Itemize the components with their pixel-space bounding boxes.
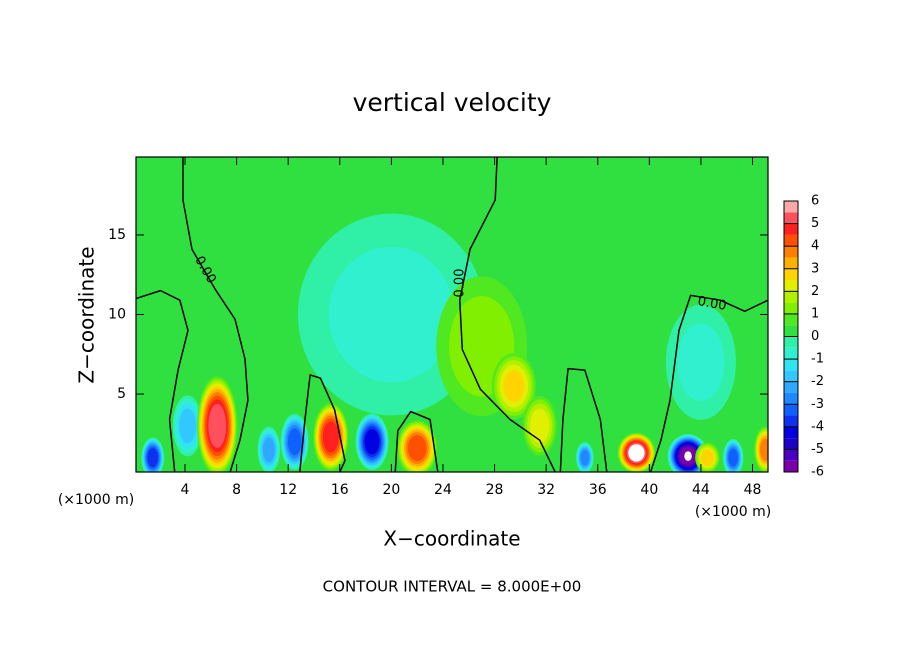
colorbar-band [784, 291, 798, 303]
y-tick-label: 5 [117, 386, 126, 402]
colorbar-tick-label: -6 [811, 465, 824, 480]
x-tick-label: 24 [434, 482, 452, 498]
feature-core [684, 451, 692, 461]
x-tick-label: 20 [382, 482, 400, 498]
x-axis-label: X−coordinate [383, 527, 520, 551]
colorbar-tick-label: -5 [811, 442, 824, 457]
x-tick-label: 4 [181, 482, 190, 498]
feature [580, 449, 590, 466]
colorbar-tick-label: 1 [811, 306, 819, 321]
chart-title: vertical velocity [353, 88, 552, 117]
footer: CONTOUR INTERVAL = 8.000E+00 [323, 578, 582, 596]
colorbar-band [784, 234, 798, 247]
colorbar-tick-label: -3 [811, 397, 824, 412]
colorbar-tick-label: 5 [811, 216, 819, 231]
colorbar-band [784, 415, 798, 427]
colorbar-band [784, 404, 798, 416]
feature [700, 449, 714, 466]
contour-line [649, 294, 768, 472]
x-tick-label: 36 [589, 482, 607, 498]
x-tick-label: 16 [331, 482, 349, 498]
colorbar-band [784, 257, 798, 269]
colorbar-tick-label: 6 [811, 194, 819, 209]
x-tick-label: 28 [486, 482, 504, 498]
colorbar-band [784, 392, 798, 405]
colorbar-band [784, 313, 798, 326]
contour-line [136, 289, 189, 472]
colorbar-band [784, 449, 798, 461]
colorbar-band [784, 201, 798, 213]
feature [208, 403, 227, 448]
colorbar-band [784, 359, 798, 371]
contour-line [182, 157, 249, 472]
feature [262, 437, 275, 463]
colorbar-band [784, 246, 798, 258]
feature [322, 421, 339, 453]
feature [759, 438, 768, 461]
colorbar-tick-label: 4 [811, 239, 819, 254]
colorbar-tick-label: 2 [811, 284, 819, 299]
x-unit-label: (×1000 m) [695, 504, 771, 520]
colorbar-band [784, 325, 798, 337]
colorbar-band [784, 302, 798, 314]
colorbar-band [784, 336, 798, 348]
x-tick-label: 32 [537, 482, 555, 498]
y-tick-label: 10 [108, 307, 126, 323]
contour-label: 0.00 [453, 269, 468, 298]
colorbar-band [784, 212, 798, 224]
colorbar-band [784, 347, 798, 360]
contour-label: 0.00 [696, 294, 727, 314]
x-unit-label: (×1000 m) [58, 492, 134, 508]
feature [287, 428, 302, 456]
colorbar-band [784, 381, 798, 393]
colorbar-band [784, 370, 798, 382]
feature [529, 408, 550, 444]
contour-line [458, 157, 556, 472]
field: 0.00 0.000.00 [136, 157, 768, 472]
colorbar-band [784, 223, 798, 235]
colorbar-band [784, 438, 798, 450]
x-tick-label: 40 [640, 482, 658, 498]
colorbar-band [784, 460, 798, 472]
colorbar-tick-label: 3 [811, 261, 819, 276]
feature [179, 408, 197, 444]
feature [503, 370, 525, 402]
contour-line [559, 367, 608, 472]
feature [677, 323, 725, 401]
feature [364, 429, 380, 455]
colorbar-tick-label: -2 [811, 374, 824, 389]
y-tick-label: 15 [108, 227, 126, 243]
colorbar-tick-label: -1 [811, 352, 824, 367]
y-axis-label: Z−coordinate [75, 246, 99, 383]
feature [407, 435, 427, 462]
colorbar-band [784, 268, 798, 281]
colorbar-tick-label: 0 [811, 329, 819, 344]
overlay: 4 8 12 16 20 24 28 32 36 40 44 48510156543210-1-2-3… [108, 156, 824, 498]
colorbar-band [784, 426, 798, 439]
contour-line [299, 374, 346, 472]
feature [328, 246, 455, 383]
colorbar-tick-label: -4 [811, 419, 824, 434]
x-tick-label: 48 [744, 482, 762, 498]
x-tick-label: 44 [692, 482, 710, 498]
x-tick-label: 12 [279, 482, 297, 498]
feature [728, 448, 739, 467]
feature-core [632, 448, 640, 458]
contour-line [394, 410, 439, 472]
x-tick-label: 8 [232, 482, 241, 498]
colorbar-band [784, 280, 798, 292]
feature [147, 448, 159, 468]
